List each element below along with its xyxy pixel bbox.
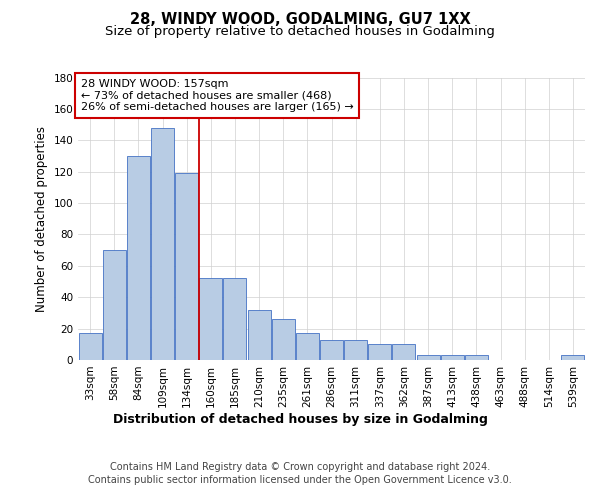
Text: Contains HM Land Registry data © Crown copyright and database right 2024.: Contains HM Land Registry data © Crown c… — [110, 462, 490, 472]
Bar — [248, 310, 271, 360]
Bar — [416, 356, 440, 360]
Bar — [272, 319, 295, 360]
Bar — [223, 278, 247, 360]
Text: Contains public sector information licensed under the Open Government Licence v3: Contains public sector information licen… — [88, 475, 512, 485]
Bar — [127, 156, 150, 360]
Bar — [562, 356, 584, 360]
Bar — [103, 250, 125, 360]
Bar — [175, 173, 198, 360]
Text: Size of property relative to detached houses in Godalming: Size of property relative to detached ho… — [105, 25, 495, 38]
Text: Distribution of detached houses by size in Godalming: Distribution of detached houses by size … — [113, 412, 487, 426]
Bar — [392, 344, 415, 360]
Bar — [441, 356, 464, 360]
Bar — [151, 128, 174, 360]
Bar — [199, 278, 222, 360]
Bar — [465, 356, 488, 360]
Bar — [368, 344, 391, 360]
Bar — [79, 334, 101, 360]
Bar — [344, 340, 367, 360]
Y-axis label: Number of detached properties: Number of detached properties — [35, 126, 48, 312]
Text: 28, WINDY WOOD, GODALMING, GU7 1XX: 28, WINDY WOOD, GODALMING, GU7 1XX — [130, 12, 470, 28]
Bar — [320, 340, 343, 360]
Text: 28 WINDY WOOD: 157sqm
← 73% of detached houses are smaller (468)
26% of semi-det: 28 WINDY WOOD: 157sqm ← 73% of detached … — [80, 79, 353, 112]
Bar — [296, 334, 319, 360]
